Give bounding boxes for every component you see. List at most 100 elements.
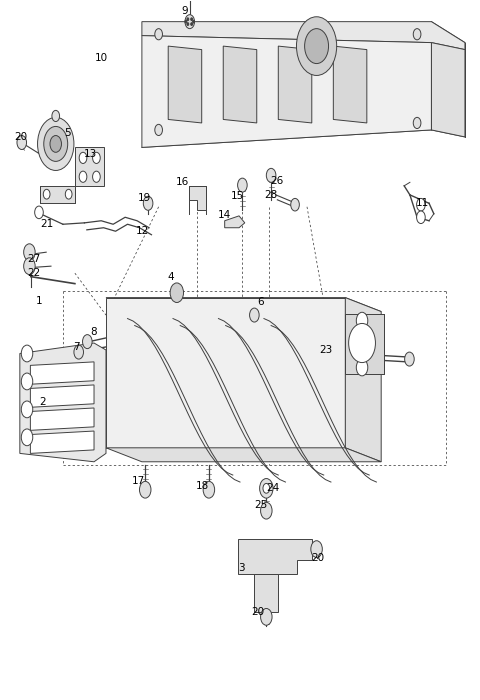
Text: 17: 17	[132, 476, 144, 486]
Text: 25: 25	[254, 500, 267, 510]
Text: 13: 13	[84, 149, 97, 160]
Text: 16: 16	[176, 177, 189, 188]
Circle shape	[37, 118, 74, 171]
Circle shape	[79, 172, 87, 182]
Circle shape	[21, 401, 33, 418]
Text: 21: 21	[40, 219, 54, 230]
Circle shape	[52, 111, 60, 122]
Text: 6: 6	[257, 298, 264, 307]
Text: 9: 9	[181, 6, 188, 16]
Polygon shape	[333, 46, 367, 123]
Circle shape	[266, 169, 276, 182]
Polygon shape	[345, 298, 381, 462]
Polygon shape	[142, 22, 465, 50]
Circle shape	[155, 29, 162, 40]
Circle shape	[263, 484, 270, 494]
Circle shape	[261, 503, 272, 519]
Polygon shape	[278, 46, 312, 123]
Polygon shape	[20, 343, 106, 462]
Polygon shape	[30, 385, 94, 407]
Text: 7: 7	[73, 342, 80, 352]
Polygon shape	[223, 46, 257, 123]
Text: 3: 3	[238, 563, 245, 573]
Polygon shape	[40, 186, 75, 203]
Text: 4: 4	[168, 272, 174, 281]
Circle shape	[348, 323, 375, 363]
Text: 1: 1	[36, 296, 42, 306]
Circle shape	[356, 312, 368, 329]
Circle shape	[43, 189, 50, 199]
Text: 20: 20	[252, 607, 265, 617]
Circle shape	[203, 482, 215, 498]
Text: 10: 10	[95, 53, 108, 63]
Circle shape	[305, 29, 328, 64]
Text: 11: 11	[416, 198, 430, 209]
Text: 28: 28	[264, 190, 278, 200]
Polygon shape	[106, 448, 381, 462]
Circle shape	[250, 308, 259, 322]
Circle shape	[417, 198, 425, 211]
Text: 12: 12	[136, 226, 149, 236]
Circle shape	[185, 20, 187, 23]
Polygon shape	[30, 431, 94, 454]
Circle shape	[44, 127, 68, 162]
Circle shape	[140, 482, 151, 498]
Circle shape	[21, 345, 33, 362]
Circle shape	[260, 479, 273, 498]
Polygon shape	[142, 36, 432, 148]
Circle shape	[24, 244, 35, 260]
Text: 2: 2	[39, 398, 46, 407]
Polygon shape	[225, 216, 245, 228]
Circle shape	[170, 283, 183, 302]
Circle shape	[261, 608, 272, 625]
Text: 27: 27	[27, 254, 41, 264]
Polygon shape	[106, 298, 381, 312]
Circle shape	[93, 153, 100, 164]
Circle shape	[297, 17, 336, 76]
Circle shape	[192, 20, 194, 23]
Circle shape	[21, 429, 33, 446]
Text: 22: 22	[27, 268, 41, 278]
Circle shape	[65, 189, 72, 199]
Polygon shape	[189, 186, 206, 210]
Circle shape	[413, 118, 421, 129]
Polygon shape	[345, 314, 384, 375]
Circle shape	[155, 125, 162, 136]
Circle shape	[191, 18, 192, 20]
Circle shape	[93, 172, 100, 182]
Circle shape	[17, 136, 26, 150]
Circle shape	[238, 178, 247, 192]
Text: 5: 5	[64, 128, 71, 139]
Text: 14: 14	[218, 210, 231, 220]
Text: 26: 26	[270, 176, 284, 186]
Circle shape	[79, 153, 87, 164]
Polygon shape	[30, 408, 94, 430]
Polygon shape	[106, 298, 345, 448]
Text: 18: 18	[196, 481, 209, 491]
Circle shape	[417, 211, 425, 223]
Circle shape	[185, 15, 194, 29]
Circle shape	[35, 206, 43, 218]
Text: 23: 23	[320, 345, 333, 355]
Circle shape	[187, 18, 189, 20]
Circle shape	[50, 136, 61, 153]
Circle shape	[291, 198, 300, 211]
Polygon shape	[168, 46, 202, 123]
Circle shape	[191, 22, 192, 25]
Circle shape	[405, 352, 414, 366]
Circle shape	[413, 29, 421, 40]
Text: 15: 15	[231, 191, 244, 202]
Circle shape	[144, 196, 153, 210]
Circle shape	[24, 258, 35, 274]
Circle shape	[74, 345, 84, 359]
Circle shape	[21, 373, 33, 390]
Polygon shape	[75, 148, 104, 186]
Polygon shape	[238, 538, 312, 573]
Text: 8: 8	[90, 327, 96, 337]
Polygon shape	[254, 573, 278, 612]
Polygon shape	[30, 362, 94, 384]
Text: 20: 20	[14, 132, 27, 142]
Text: 20: 20	[312, 553, 324, 564]
Polygon shape	[432, 43, 465, 137]
Text: 24: 24	[266, 483, 279, 493]
